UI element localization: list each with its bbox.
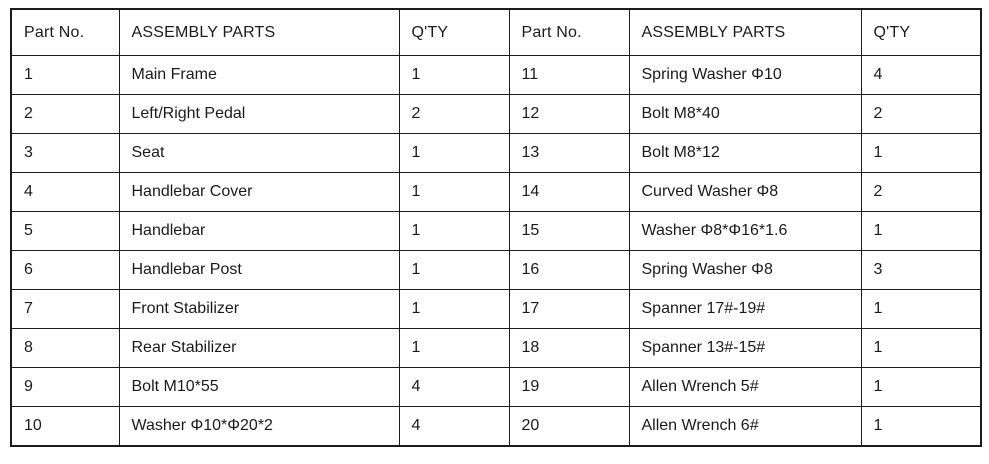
part-name-cell: Main Frame: [118, 55, 400, 95]
qty-cell: 1: [398, 55, 510, 95]
header-assembly-parts-right: ASSEMBLY PARTS: [628, 8, 862, 56]
part-name-cell: Allen Wrench 5#: [628, 367, 862, 407]
part-no-cell: 6: [10, 250, 120, 290]
assembly-parts-table: Part No. ASSEMBLY PARTS Q'TY Part No. AS…: [10, 8, 982, 447]
table-row: 10 Washer Φ10*Φ20*2 4 20 Allen Wrench 6#…: [10, 406, 982, 447]
table-row: 1 Main Frame 1 11 Spring Washer Φ10 4: [10, 55, 982, 95]
part-name-cell: Spring Washer Φ8: [628, 250, 862, 290]
qty-cell: 2: [860, 172, 982, 212]
qty-cell: 1: [398, 133, 510, 173]
table-row: 2 Left/Right Pedal 2 12 Bolt M8*40 2: [10, 94, 982, 134]
table-row: 8 Rear Stabilizer 1 18 Spanner 13#-15# 1: [10, 328, 982, 368]
qty-cell: 1: [398, 211, 510, 251]
part-no-cell: 20: [508, 406, 630, 447]
table-row: 6 Handlebar Post 1 16 Spring Washer Φ8 3: [10, 250, 982, 290]
part-name-cell: Handlebar Post: [118, 250, 400, 290]
qty-cell: 2: [860, 94, 982, 134]
part-name-cell: Spanner 13#-15#: [628, 328, 862, 368]
part-no-cell: 10: [10, 406, 120, 447]
part-name-cell: Handlebar Cover: [118, 172, 400, 212]
header-assembly-parts-left: ASSEMBLY PARTS: [118, 8, 400, 56]
table-row: 5 Handlebar 1 15 Washer Φ8*Φ16*1.6 1: [10, 211, 982, 251]
header-qty-right: Q'TY: [860, 8, 982, 56]
qty-cell: 4: [860, 55, 982, 95]
part-name-cell: Handlebar: [118, 211, 400, 251]
header-row: Part No. ASSEMBLY PARTS Q'TY Part No. AS…: [10, 8, 982, 56]
part-name-cell: Bolt M8*40: [628, 94, 862, 134]
part-no-cell: 7: [10, 289, 120, 329]
table-row: 4 Handlebar Cover 1 14 Curved Washer Φ8 …: [10, 172, 982, 212]
part-no-cell: 15: [508, 211, 630, 251]
part-no-cell: 11: [508, 55, 630, 95]
qty-cell: 1: [398, 328, 510, 368]
qty-cell: 1: [860, 328, 982, 368]
part-name-cell: Left/Right Pedal: [118, 94, 400, 134]
header-qty-left: Q'TY: [398, 8, 510, 56]
part-no-cell: 14: [508, 172, 630, 212]
part-no-cell: 19: [508, 367, 630, 407]
table-row: 9 Bolt M10*55 4 19 Allen Wrench 5# 1: [10, 367, 982, 407]
part-no-cell: 8: [10, 328, 120, 368]
part-name-cell: Rear Stabilizer: [118, 328, 400, 368]
qty-cell: 1: [860, 133, 982, 173]
header-part-no-right: Part No.: [508, 8, 630, 56]
part-name-cell: Bolt M8*12: [628, 133, 862, 173]
part-name-cell: Washer Φ8*Φ16*1.6: [628, 211, 862, 251]
qty-cell: 3: [860, 250, 982, 290]
qty-cell: 1: [398, 289, 510, 329]
header-part-no-left: Part No.: [10, 8, 120, 56]
part-no-cell: 9: [10, 367, 120, 407]
part-name-cell: Washer Φ10*Φ20*2: [118, 406, 400, 447]
part-no-cell: 5: [10, 211, 120, 251]
part-name-cell: Allen Wrench 6#: [628, 406, 862, 447]
table-row: 3 Seat 1 13 Bolt M8*12 1: [10, 133, 982, 173]
part-name-cell: Curved Washer Φ8: [628, 172, 862, 212]
part-no-cell: 17: [508, 289, 630, 329]
qty-cell: 2: [398, 94, 510, 134]
qty-cell: 4: [398, 367, 510, 407]
qty-cell: 1: [398, 250, 510, 290]
part-no-cell: 16: [508, 250, 630, 290]
qty-cell: 1: [860, 211, 982, 251]
part-no-cell: 4: [10, 172, 120, 212]
part-name-cell: Front Stabilizer: [118, 289, 400, 329]
part-name-cell: Bolt M10*55: [118, 367, 400, 407]
part-no-cell: 13: [508, 133, 630, 173]
part-name-cell: Seat: [118, 133, 400, 173]
part-name-cell: Spring Washer Φ10: [628, 55, 862, 95]
part-no-cell: 3: [10, 133, 120, 173]
part-name-cell: Spanner 17#-19#: [628, 289, 862, 329]
part-no-cell: 18: [508, 328, 630, 368]
part-no-cell: 12: [508, 94, 630, 134]
table-row: 7 Front Stabilizer 1 17 Spanner 17#-19# …: [10, 289, 982, 329]
qty-cell: 1: [860, 406, 982, 447]
qty-cell: 1: [860, 367, 982, 407]
qty-cell: 1: [860, 289, 982, 329]
qty-cell: 1: [398, 172, 510, 212]
part-no-cell: 2: [10, 94, 120, 134]
part-no-cell: 1: [10, 55, 120, 95]
qty-cell: 4: [398, 406, 510, 447]
